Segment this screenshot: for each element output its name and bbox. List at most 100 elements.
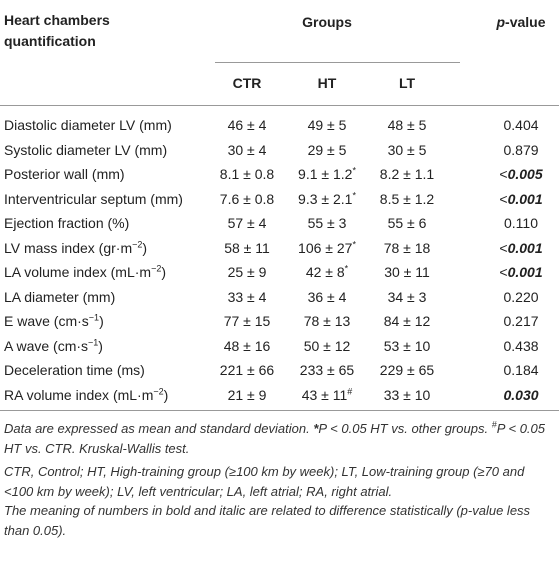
cell-mark: * [352,238,356,249]
cell: 77 ± 15 [224,313,271,329]
note-text: P < 0.05 HT vs. CTR. Kruskal-Wallis test… [4,421,546,456]
cell: 30 ± 11 [384,264,430,280]
cell: 229 ± 65 [380,362,434,378]
cell: 7.6 ± 0.8 [220,191,274,207]
p-prefix: < [499,190,508,207]
row-label: Deceleration time (ms) [4,362,145,378]
header-title: Heart chambers quantification [4,12,110,49]
cell-value: 77 ± 15 [223,313,271,329]
label-tail: ) [142,239,148,256]
cell-value: 55 ± 6 [387,215,427,231]
label-tail: ) [163,386,169,403]
p-value: 0.438 [503,338,538,354]
cell: 8.1 ± 0.8 [220,166,274,182]
p-number: 0.879 [503,141,539,158]
cell-value: 21 ± 9 [227,386,267,403]
row-label: RA volume index (mL·m−2) [4,386,169,403]
cell-value: 36 ± 4 [307,288,347,305]
label-sup: −1 [88,336,99,347]
row-label: Interventricular septum (mm) [4,191,183,207]
label-sup: −2 [151,263,162,274]
cell-value: 84 ± 12 [383,313,431,329]
cell-value: 8.1 ± 0.8 [219,166,275,182]
label-sup: −1 [88,312,100,323]
p-prefix: < [499,166,508,182]
note: Data are expressed as mean and standard … [4,419,552,458]
cell: 55 ± 3 [308,215,347,231]
cell-value: 42 ± 8 [305,264,345,280]
label-text: Posterior wall (mm) [4,166,125,182]
cell: 21 ± 9 [228,387,267,403]
label-text: Interventricular septum (mm) [4,190,183,207]
bottom-rule [0,410,559,411]
p-number: 0.001 [507,264,543,280]
p-italic: p [496,14,506,30]
p-number: 0.217 [503,313,539,329]
cell: 78 ± 18 [384,240,431,256]
cell: 58 ± 11 [224,240,270,256]
cell-value: 78 ± 13 [303,313,351,329]
cell-value: 33 ± 10 [383,386,431,403]
cell: 43 ± 11# [302,385,353,402]
cell-value: 233 ± 65 [299,362,355,378]
cell-value: 48 ± 5 [387,117,427,133]
p-number: 0.184 [503,362,539,378]
cell-mark: # [347,385,353,396]
p-number: 0.030 [503,386,539,403]
cell: 233 ± 65 [300,362,354,378]
p-prefix: < [499,264,508,280]
cell-value: 78 ± 18 [383,239,431,256]
column-header: LT [398,75,416,91]
cell: 9.3 ± 2.1* [298,190,356,206]
row-label: Ejection fraction (%) [4,215,129,231]
p-number: 0.005 [507,166,543,182]
row-label: LV mass index (gr·m−2) [4,239,148,256]
p-value: <0.001 [499,240,542,256]
cell: 9.1 ± 1.2* [298,166,356,182]
cell-value: 57 ± 4 [227,215,267,231]
cell: 48 ± 16 [224,338,271,354]
notes: Data are expressed as mean and standard … [4,419,552,540]
cell: 30 ± 5 [388,142,427,158]
cell-value: 106 ± 27 [298,239,353,256]
cell-value: 229 ± 65 [379,362,435,378]
cell-value: 30 ± 5 [387,141,427,158]
cell-value: 48 ± 16 [223,337,271,354]
note-mark: # [491,419,497,430]
cell-value: 53 ± 10 [383,337,431,354]
p-number: 0.438 [503,337,539,354]
cell-value: 30 ± 4 [227,141,267,158]
p-value: <0.005 [499,166,542,182]
cell: 36 ± 4 [308,289,347,305]
cell: 84 ± 12 [384,313,431,329]
p-value: 0.404 [503,117,538,133]
label-tail: ) [161,264,166,280]
groups-header: Groups [302,14,352,30]
cell-value: 33 ± 4 [227,288,267,305]
label-text: Ejection fraction (%) [4,215,130,231]
cell-value: 29 ± 5 [307,141,347,158]
group-rule [215,62,460,63]
cell: 55 ± 6 [388,215,427,231]
row-label: Diastolic diameter LV (mm) [4,117,172,133]
pvalue-header: p-value [496,14,545,30]
cell: 34 ± 3 [388,289,427,305]
cell: 78 ± 13 [304,313,351,329]
p-value: 0.184 [503,362,538,378]
p-value: 0.217 [503,313,538,329]
cell: 33 ± 10 [384,387,431,403]
label-text: Deceleration time (ms) [4,362,145,378]
p-number: 0.220 [503,288,539,305]
cell-value: 50 ± 12 [303,337,351,354]
label-text: LA volume index (mL·m [4,264,152,280]
note: CTR, Control; HT, High-training group (≥… [4,464,525,499]
cell: 46 ± 4 [228,117,267,133]
label-text: LA diameter (mm) [4,288,116,305]
p-value: 0.110 [504,215,538,231]
cell: 25 ± 9 [228,264,267,280]
cell: 48 ± 5 [388,117,427,133]
label-text: A wave (cm·s [4,337,89,354]
cell-value: 55 ± 3 [307,215,347,231]
cell: 8.5 ± 1.2 [380,191,434,207]
